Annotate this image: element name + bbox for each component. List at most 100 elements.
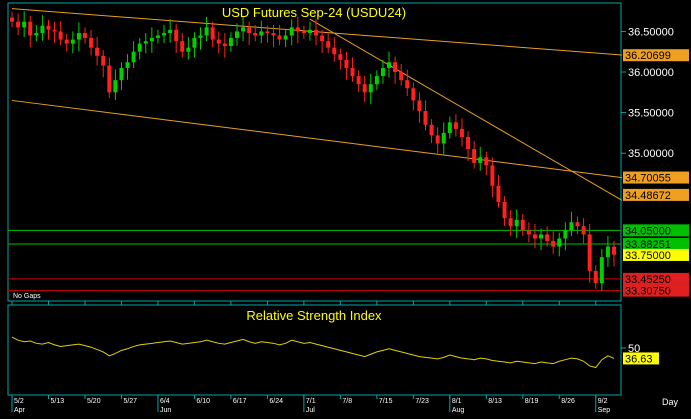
candle-body [210,27,215,40]
candle-body [539,234,544,239]
chart-title: USD Futures Sep-24 (USDU24) [222,5,406,20]
x-tick-label: 7/23 [415,398,429,405]
candle-body [326,41,331,48]
rsi-line [11,336,615,369]
x-tick-label: 8/19 [525,398,539,405]
candle-body [593,270,598,284]
price-label: 33.88251 [625,239,671,251]
candle-body [89,37,94,48]
price-label: 33.30750 [625,286,671,298]
candle-body [332,47,337,55]
y-tick-label: 35.00000 [628,148,674,160]
price-label: 33.45250 [625,274,671,286]
candle-body [587,234,592,271]
month-label: Apr [14,407,26,414]
candle-body [605,246,610,258]
x-tick-label: 9/2 [598,398,608,405]
candle-body [362,84,367,93]
price-label: 34.05000 [625,225,671,237]
candle-body [192,37,197,48]
candle-body [295,27,300,32]
candle-body [119,67,124,81]
candle-body [532,234,537,239]
candle-body [484,157,489,166]
candle-body [459,128,464,137]
candle-body [174,29,179,42]
x-tick-label: 8/26 [561,398,575,405]
y-tick-label: 35.50000 [628,108,674,120]
price-label-box [623,237,689,250]
candle-body [569,222,574,231]
x-tick-label: 5/20 [87,398,101,405]
price-label-box [623,49,689,62]
candle-body [441,132,446,144]
candle-body [301,31,306,34]
candle-body [52,29,57,32]
candle-body [435,135,440,144]
candle-body [186,47,191,52]
x-tick-label: 6/4 [160,398,170,405]
candle-body [393,62,398,73]
candle-body [563,230,568,239]
candle-body [76,33,81,40]
trendline [309,18,623,201]
x-tick-label: 6/17 [233,398,247,405]
rsi-last-label: 36.63 [625,353,653,365]
price-label-box [623,171,689,184]
candle-body [28,21,33,36]
x-unit-label: Day [662,397,679,407]
candle-body [283,35,288,40]
candle-body [70,39,75,44]
month-label: Sep [598,407,611,414]
candle-body [168,29,173,34]
candle-body [551,240,556,247]
x-tick-label: 5/13 [50,398,64,405]
candle-body [46,25,51,30]
month-label: Jul [306,407,315,414]
candle-body [107,65,112,93]
candle-body [247,27,252,34]
x-tick-label: 7/15 [379,398,393,405]
candle-body [131,51,136,63]
candle-body [82,33,87,38]
candle-body [575,222,580,227]
candle-body [374,76,379,85]
price-panel-frame [7,2,622,302]
candle-body [423,110,428,125]
candle-body [289,27,294,36]
candle-body [64,39,69,44]
candle-body [162,33,167,36]
price-label-box [623,284,689,297]
candle-body [599,257,604,284]
candle-body [253,33,258,36]
candle-body [149,37,154,42]
x-tick-label: 5/27 [123,398,137,405]
candle-body [508,218,513,227]
price-label-box [623,248,689,261]
candle-body [113,80,118,93]
candle-body [314,29,319,36]
candle-body [198,35,203,38]
price-label: 34.70055 [625,173,671,185]
month-label: Jun [160,407,171,414]
y-tick-label: 36.00000 [628,67,674,79]
candle-body [453,122,458,129]
candle-body [137,43,142,52]
x-tick-label: 6/10 [196,398,210,405]
price-label: 33.75000 [625,250,671,262]
x-tick-label: 8/13 [488,398,502,405]
y-tick-label: 36.50000 [628,26,674,38]
x-tick-label: 5/2 [14,398,24,405]
candle-body [490,165,495,186]
candle-body [259,31,264,36]
candle-body [241,27,246,32]
candle-body [478,157,483,163]
x-tick-label: 8/1 [452,398,462,405]
rsi-tick-label: 50 [628,343,640,355]
candle-body [222,43,227,47]
candle-body [356,76,361,85]
x-tick-label: 7/8 [342,398,352,405]
candle-body [581,226,586,235]
